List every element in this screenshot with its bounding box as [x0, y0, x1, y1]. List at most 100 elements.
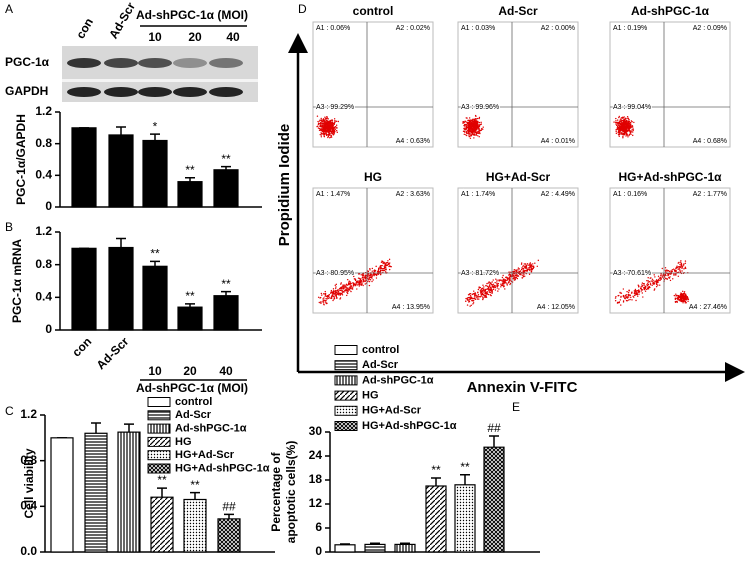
blot-band	[209, 87, 243, 97]
fc-dot	[671, 269, 674, 271]
fc-dot	[489, 286, 492, 288]
fc-dot	[673, 274, 676, 276]
fc-quadrant-label: A4 : 27.46%	[689, 304, 727, 311]
fc-dot	[367, 277, 369, 280]
fc-quadrant-label: A3 : 80.95%	[316, 270, 354, 277]
fc-dot	[340, 289, 342, 291]
fc-dot	[345, 283, 348, 286]
fc-dot	[473, 130, 476, 132]
fc-dot	[486, 282, 488, 285]
fc-dot	[469, 293, 471, 295]
fc-dot	[480, 129, 483, 131]
fc-dot	[338, 291, 340, 293]
fc-dot	[676, 301, 678, 303]
fc-dot	[478, 130, 481, 132]
fc-dot	[369, 274, 372, 277]
fc-dot	[620, 117, 623, 119]
fc-dot	[626, 117, 628, 120]
fc-dot	[631, 128, 633, 130]
fc-dot	[475, 134, 477, 136]
fc-dot	[368, 277, 371, 279]
fc-dot	[361, 275, 364, 277]
fc-dot	[496, 283, 498, 286]
fc-dot	[348, 281, 350, 283]
blot-row-label: GAPDH	[5, 84, 48, 98]
significance-label: ##	[222, 499, 236, 513]
fc-dot	[320, 132, 323, 134]
fc-dot	[471, 130, 474, 133]
significance-label: **	[185, 163, 195, 177]
fc-dot	[386, 261, 389, 264]
fc-dot	[506, 276, 508, 278]
fc-dot	[334, 284, 336, 287]
fc-dot	[342, 284, 344, 286]
fc-dot	[332, 122, 334, 124]
fc-dot	[472, 120, 474, 122]
fc-dot	[493, 284, 496, 287]
fc-dot	[681, 270, 683, 272]
fc-dot	[468, 135, 471, 138]
fc-quadrant-label: A2 : 0.00%	[541, 25, 575, 32]
fc-dot	[496, 287, 498, 289]
legend-label: HG+Ad-Scr	[362, 405, 422, 417]
fc-dot	[328, 131, 330, 133]
fc-dot	[341, 286, 343, 288]
fc-dot	[616, 302, 619, 304]
fc-dot	[334, 128, 336, 130]
fc-dot	[500, 286, 502, 288]
fc-dot	[466, 122, 469, 125]
fc-dot	[679, 263, 681, 266]
fc-dot	[483, 289, 485, 292]
fc-y-label: Propidium Iodide	[276, 124, 293, 247]
error-bar	[221, 290, 231, 296]
fc-dot	[648, 281, 651, 283]
error-bar	[150, 133, 160, 141]
fc-dot	[642, 296, 644, 298]
fc-dot	[625, 123, 627, 126]
fc-quadrant-label: A1 : 1.47%	[316, 191, 350, 198]
fc-dot	[323, 132, 326, 135]
fc-dot	[509, 277, 511, 279]
fc-dot	[326, 302, 328, 304]
fc-dot	[643, 287, 645, 289]
fc-dot	[340, 282, 342, 284]
fc-dot	[654, 288, 656, 290]
error-bar	[190, 491, 200, 500]
fc-dot	[501, 276, 504, 279]
fc-dot	[324, 130, 327, 133]
fc-dot	[513, 279, 516, 281]
fc-dot	[615, 296, 617, 298]
fc-dot	[481, 127, 483, 130]
fc-dot	[531, 267, 533, 270]
fc-dot	[316, 115, 319, 117]
fc-dot	[334, 287, 337, 289]
fc-dot	[484, 292, 486, 294]
bar	[84, 432, 108, 553]
fc-dot	[626, 290, 628, 293]
fc-dot	[326, 116, 328, 118]
fc-dot	[618, 129, 621, 132]
fc-dot	[502, 284, 504, 287]
fc-dot	[653, 274, 655, 276]
fc-title: HG+Ad-shPGC-1α	[618, 170, 722, 184]
bar	[71, 127, 97, 208]
fc-dot	[628, 133, 631, 136]
fc-dot	[327, 129, 330, 131]
legend-label: Ad-Scr	[175, 409, 212, 421]
fc-dot	[369, 268, 371, 270]
fc-dot	[646, 283, 649, 285]
fc-dot	[357, 282, 359, 284]
fc-dot	[345, 288, 348, 291]
fc-dot	[330, 132, 332, 135]
fc-dot	[647, 283, 650, 286]
fc-dot	[468, 121, 471, 123]
fc-dot	[521, 262, 523, 264]
fc-dot	[362, 284, 364, 287]
fc-dot	[362, 278, 364, 280]
fc-dot	[632, 134, 634, 137]
fc-dot	[336, 290, 339, 292]
significance-label: **	[150, 247, 160, 261]
blot-header: Ad-Scr	[106, 0, 138, 41]
fc-dot	[490, 288, 492, 291]
legend-label: HG	[362, 390, 379, 402]
